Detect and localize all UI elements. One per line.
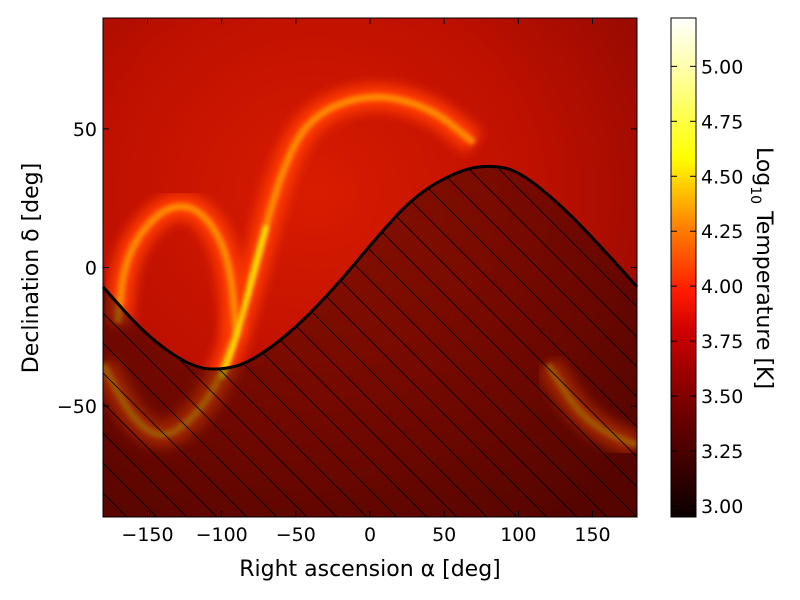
- y-tick-label: −50: [57, 396, 97, 418]
- x-axis-ticks: −150 −100 −50 0 50 100 150: [121, 18, 611, 546]
- y-axis-ticks: −50 0 50: [57, 119, 637, 418]
- mask-boundary-line: [101, 164, 639, 371]
- plot-area: [103, 18, 637, 517]
- colorbar-tick-label: 4.00: [701, 276, 743, 298]
- x-tick-label: 0: [364, 524, 376, 546]
- colorbar-tick-label: 5.00: [701, 56, 743, 78]
- colorbar-tick-label: 4.50: [701, 166, 743, 188]
- x-axis-label: Right ascension α [deg]: [239, 557, 501, 582]
- colorbar-tick-label: 3.50: [701, 386, 743, 408]
- colorbar-tick-label: 4.75: [701, 111, 743, 133]
- y-tick-label: 0: [85, 258, 97, 280]
- x-tick-label: 50: [432, 524, 456, 546]
- colorbar-tick-label: 3.25: [701, 441, 743, 463]
- x-tick-label: 100: [500, 524, 536, 546]
- colorbar-tick-label: 3.00: [701, 496, 743, 518]
- colorbar-ticks: 3.00 3.25 3.50 3.75 4.00 4.25 4.50 4.75 5.00: [671, 56, 743, 518]
- x-tick-label: −100: [196, 524, 248, 546]
- x-tick-label: −150: [121, 524, 173, 546]
- loop: [114, 203, 240, 338]
- colorbar-label: Log10 Temperature [K]: [747, 147, 776, 389]
- x-tick-label: −50: [276, 524, 316, 546]
- colorbar-tick-label: 3.75: [701, 331, 743, 353]
- y-tick-label: 50: [73, 119, 97, 141]
- colorbar: [670, 17, 697, 518]
- y-axis-label: Declination δ [deg]: [19, 163, 44, 373]
- x-tick-label: 150: [574, 524, 610, 546]
- colorbar-tick-label: 4.25: [701, 221, 743, 243]
- masked-region-hatch: [103, 166, 637, 517]
